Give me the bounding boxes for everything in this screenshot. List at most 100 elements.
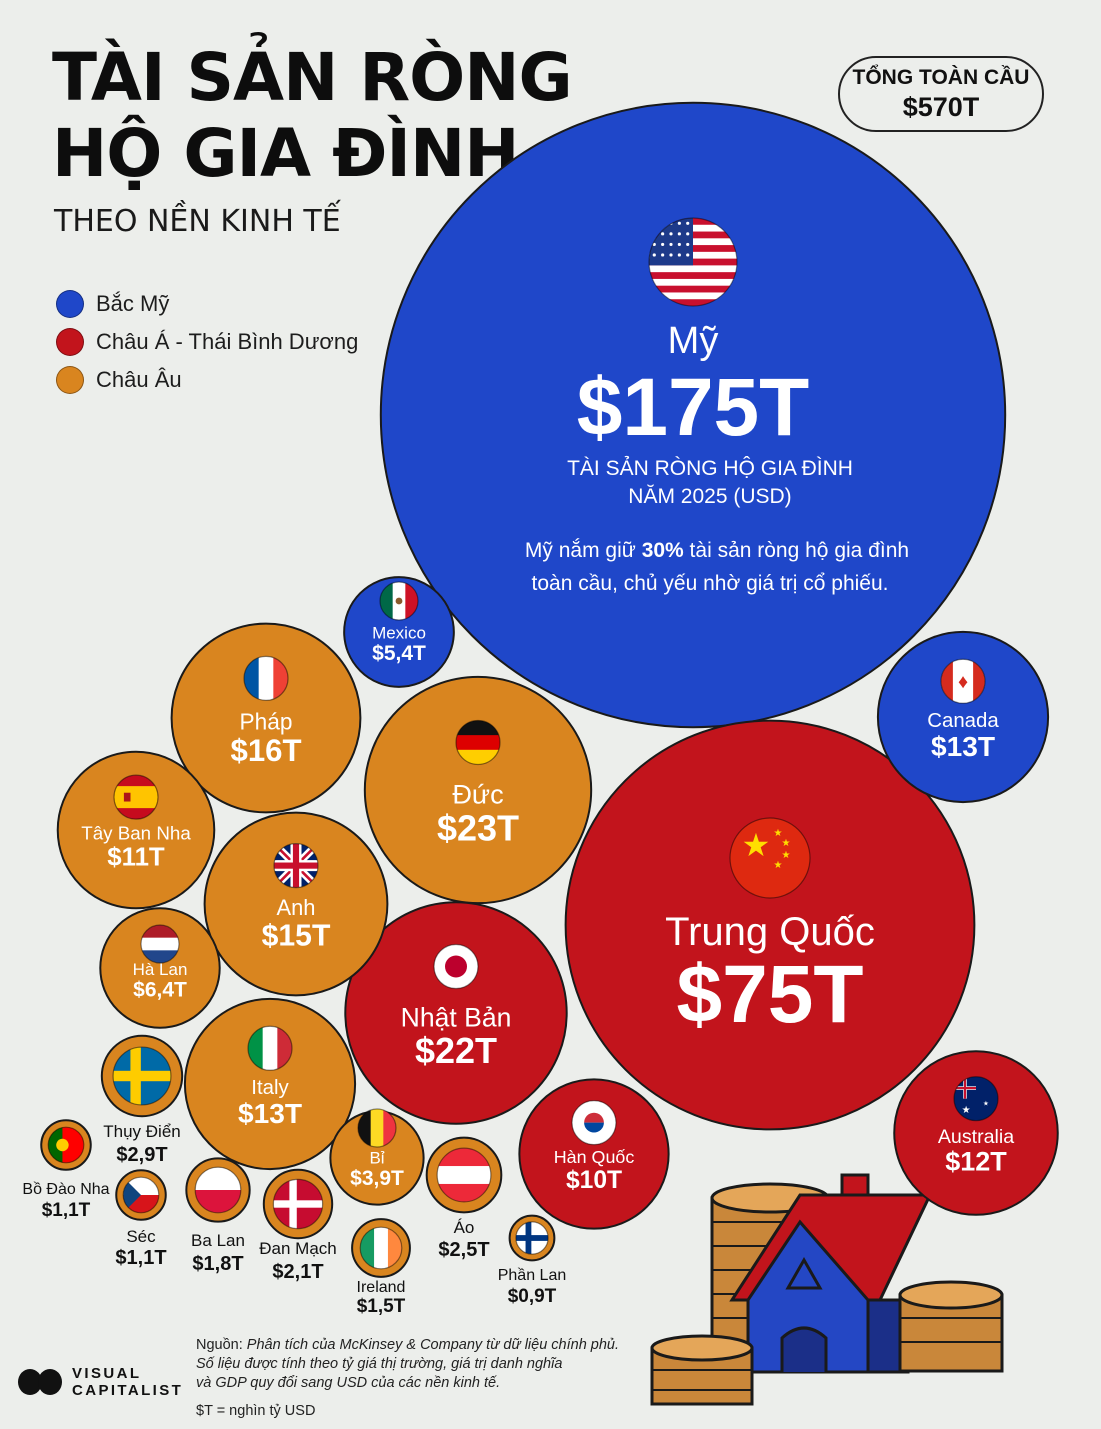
mexico-flag-icon — [379, 581, 419, 621]
bubble-se: Thụy Điển $2,9T — [100, 1034, 184, 1166]
region-legend: Bắc Mỹ Châu Á - Thái Bình Dương Châu Âu — [56, 285, 358, 399]
global-total-label: TỔNG TOÀN CẦU — [852, 66, 1030, 89]
italy-flag-icon — [247, 1025, 293, 1071]
bubble-name-label: Tây Ban Nha — [81, 822, 191, 843]
austria-flag-icon — [436, 1147, 492, 1203]
bubble-caption-line-2: NĂM 2025 (USD) — [628, 485, 791, 508]
belgium-flag-icon — [357, 1108, 397, 1148]
page-subtitle: THEO NỀN KINH TẾ — [54, 204, 341, 239]
bubble-name-label: Séc — [126, 1227, 156, 1246]
legend-item-north-america: Bắc Mỹ — [56, 285, 358, 323]
czech-flag-icon — [122, 1176, 160, 1214]
bubble-name-label: Ba Lan — [191, 1231, 245, 1250]
bubble-value-label: $2,1T — [272, 1261, 323, 1283]
bubble-value-label: $75T — [677, 949, 864, 1040]
legend-swatch-europe — [56, 366, 84, 394]
portugal-flag-icon — [47, 1126, 85, 1164]
title-line-2: HỘ GIA ĐÌNH — [52, 115, 519, 192]
bubble-pt: Bồ Đào Nha $1,1T — [22, 1119, 110, 1221]
bubble-fr: Pháp$16T — [170, 622, 362, 814]
bubble-cz: Séc$1,1T — [115, 1169, 167, 1269]
bubble-value-label: $15T — [262, 920, 331, 953]
source-note: Nguồn: Phân tích của McKinsey & Company … — [196, 1336, 636, 1393]
bubble-value-label: $11T — [107, 844, 165, 872]
source-prefix: Nguồn: — [196, 1337, 247, 1353]
bubble-es: Tây Ban Nha$11T — [56, 750, 216, 910]
bubble-name-label: Đan Mạch — [259, 1239, 336, 1258]
bubble-circle — [170, 622, 362, 814]
bubble-note-line-1: Mỹ nắm giữ 30% tài sản ròng hộ gia đình — [525, 539, 909, 562]
sweden-flag-icon — [112, 1046, 172, 1106]
svg-text:♦: ♦ — [958, 671, 968, 693]
bubble-name-label: Trung Quốc — [665, 910, 875, 954]
bubble-dk: Đan Mạch $2,1T — [259, 1168, 337, 1283]
bubble-circle — [203, 811, 389, 997]
bubble-value-label: $3,9T — [350, 1167, 404, 1190]
title-line-1: TÀI SẢN RÒNG — [52, 39, 573, 116]
korea-flag-icon — [571, 1100, 617, 1146]
unit-note: $T = nghìn tỷ USD — [196, 1403, 316, 1419]
bubble-name-label: Anh — [276, 895, 315, 920]
global-total-badge: TỔNG TOÀN CẦU $570T — [838, 56, 1044, 132]
netherlands-flag-icon — [140, 924, 180, 964]
bubble-at: Áo $2,5T — [425, 1136, 503, 1261]
germany-flag-icon — [455, 719, 501, 766]
svg-text:★: ★ — [983, 1099, 989, 1107]
bubble-name-label: Áo — [454, 1218, 475, 1237]
bubble-value-label: $12T — [945, 1146, 1007, 1176]
uk-flag-icon — [273, 843, 319, 889]
bubble-name-label: Italy — [251, 1077, 289, 1099]
bubble-name-label: Bồ Đào Nha — [22, 1181, 109, 1198]
bubble-name-label: Canada — [927, 710, 999, 732]
svg-text:★: ★ — [742, 827, 771, 863]
bubble-name-label: Đức — [452, 779, 503, 810]
australia-flag-icon: ★★ — [953, 1076, 999, 1122]
spain-flag-icon — [113, 774, 159, 820]
source-text: Phân tích của McKinsey & Company từ dữ l… — [246, 1337, 620, 1353]
bubble-ca: ♦ Canada$13T — [876, 630, 1050, 804]
svg-text:★: ★ — [962, 1105, 971, 1116]
bubble-name-label: Nhật Bản — [401, 1002, 512, 1032]
bubble-value-label: $1,5T — [357, 1296, 406, 1317]
bubble-value-label: $5,4T — [372, 642, 426, 665]
bubble-value-label: $23T — [437, 807, 519, 848]
bubble-fi: Phần Lan $0,9T — [498, 1214, 566, 1307]
legend-label-north-america: Bắc Mỹ — [96, 291, 170, 316]
bubble-circle — [564, 719, 976, 1131]
visual-capitalist-logo: VISUAL CAPITALIST — [18, 1365, 183, 1399]
bubble-value-label: $2,5T — [438, 1239, 489, 1261]
ireland-flag-icon — [359, 1226, 403, 1270]
france-flag-icon — [243, 655, 289, 701]
brand-line-1: VISUAL — [72, 1365, 142, 1382]
legend-item-europe: Châu Âu — [56, 361, 358, 399]
method-note-line-1: Số liệu được tính theo tỷ giá thị trường… — [196, 1356, 563, 1372]
bubble-caption-line-1: TÀI SẢN RÒNG HỘ GIA ĐÌNH — [567, 457, 853, 480]
global-total-value: $570T — [902, 92, 980, 122]
visual-capitalist-logo-icon — [18, 1365, 64, 1399]
bubble-de: Đức$23T — [363, 675, 593, 905]
coin-stack-right-icon — [898, 1280, 1004, 1373]
bubble-value-label: $1,8T — [192, 1253, 243, 1275]
denmark-flag-icon — [272, 1178, 324, 1230]
canada-flag-icon: ♦ — [940, 658, 986, 704]
bubble-jp: Nhật Bản$22T — [344, 901, 568, 1125]
us-flag-icon — [648, 217, 738, 307]
house-icon — [729, 1173, 933, 1374]
svg-text:★: ★ — [774, 860, 783, 871]
legend-swatch-north-america — [56, 290, 84, 318]
bubble-name-label: Hàn Quốc — [554, 1147, 635, 1167]
finland-flag-icon — [515, 1221, 549, 1255]
bubble-mx: Mexico$5,4T — [343, 576, 455, 688]
bubble-value-label: $22T — [415, 1030, 497, 1071]
bubble-circle — [379, 101, 1007, 729]
bubble-name-label: Australia — [938, 1126, 1014, 1148]
bubble-circle — [876, 630, 1050, 804]
page-title: TÀI SẢN RÒNG HỘ GIA ĐÌNH — [52, 39, 573, 192]
bubble-circle — [343, 576, 455, 688]
bubble-it: Italy$13T — [183, 997, 357, 1171]
bubble-kr: Hàn Quốc$10T — [518, 1078, 670, 1230]
bubble-cn: ★ ★★★★Trung Quốc$75T — [564, 719, 976, 1131]
bubble-name-label: Thụy Điển — [103, 1122, 180, 1141]
method-note-line-2: và GDP quy đổi sang USD của các nền kinh… — [196, 1375, 501, 1391]
